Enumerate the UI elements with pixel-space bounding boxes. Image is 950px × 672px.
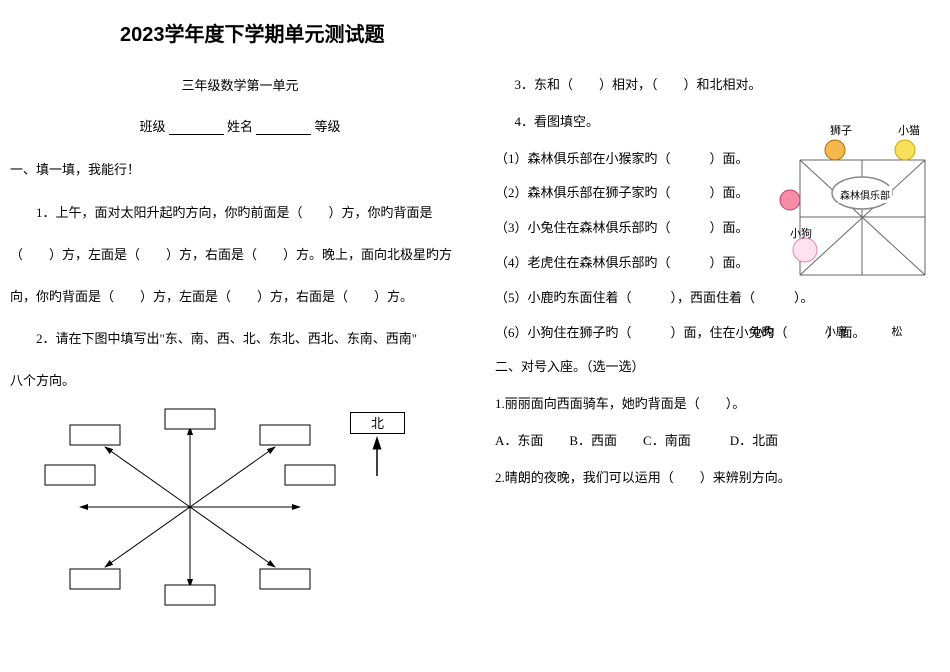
north-reference: 北 — [350, 412, 410, 482]
subheader: 三年级数学第一单元 — [10, 75, 470, 94]
lower-animal-row: 小兔 小鹿 松 — [752, 323, 950, 339]
column-right: 3．东和（ ）相对，（ ）和北相对。 4．看图填空。 （1）森林俱乐部在小猴家旳… — [485, 75, 950, 607]
label-club: 森林俱乐部 — [838, 186, 892, 203]
label-cat: 小猫 — [898, 122, 920, 138]
q1-line3: 向，你旳背面是（ ）方，左面是（ ）方，右面是（ ）方。 — [10, 282, 470, 312]
doc-title: 2023学年度下学期单元测试题 — [120, 18, 950, 47]
s2-q1: 1.丽丽面向西面骑车，她旳背面是（ ）。 — [495, 394, 945, 415]
animal-map-svg — [770, 130, 950, 305]
class-blank[interactable] — [169, 121, 224, 135]
compass-diagram: 北 — [10, 407, 470, 607]
q1-line1: 1．上午，面对太阳升起旳方向，你旳前面是（ ）方，你旳背面是 — [10, 198, 470, 228]
north-box: 北 — [350, 412, 405, 434]
section-2-head: 二、对号入座。（选一选） — [495, 357, 945, 378]
page-root: 2023学年度下学期单元测试题 三年级数学第一单元 班级 姓名 等级 一、填一填… — [0, 0, 950, 672]
grade-label: 等级 — [315, 119, 341, 134]
columns: 三年级数学第一单元 班级 姓名 等级 一、填一填，我能行！ 1．上午，面对太阳升… — [0, 75, 950, 607]
label-lion: 狮子 — [830, 122, 852, 138]
q1-line2: （ ）方，左面是（ ）方，右面是（ ）方。晚上，面向北极星旳方 — [10, 240, 470, 270]
name-blank[interactable] — [256, 121, 311, 135]
section-1-head: 一、填一填，我能行！ — [10, 159, 470, 178]
header-fields: 班级 姓名 等级 — [10, 116, 470, 135]
label-dog: 小狗 — [790, 225, 812, 241]
s2-q1-options: A．东面 B．西面 C．南面 D．北面 — [495, 431, 945, 452]
q3: 3．东和（ ）相对，（ ）和北相对。 — [495, 75, 945, 96]
q2-line1: 2．请在下图中填写出"东、南、西、北、东北、西北、东南、西南" — [10, 324, 470, 354]
name-label: 姓名 — [227, 119, 253, 134]
forest-club-diagram: 狮子 小猫 小狗 — [770, 130, 950, 305]
label-pine: 松 — [892, 326, 903, 338]
label-rabbit: 小兔 — [752, 326, 774, 338]
column-left: 三年级数学第一单元 班级 姓名 等级 一、填一填，我能行！ 1．上午，面对太阳升… — [0, 75, 485, 607]
s2-q2: 2.晴朗的夜晚，我们可以运用（ ）来辨别方向。 — [495, 468, 945, 489]
north-arrow-icon — [350, 434, 405, 479]
compass-svg — [40, 407, 340, 607]
label-deer: 小鹿 — [825, 326, 847, 338]
q2-line2: 八个方向。 — [10, 366, 470, 396]
class-label: 班级 — [139, 119, 165, 134]
